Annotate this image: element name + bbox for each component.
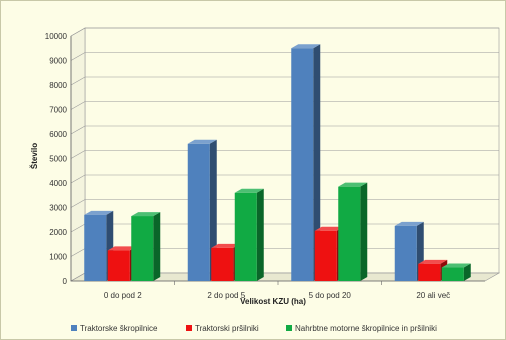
legend-swatch: [71, 325, 77, 331]
y-tick-label: 3000: [49, 204, 67, 213]
x-tick-label: 5 do pod 20: [309, 291, 352, 300]
x-tick-label: 2 do pod 5: [207, 291, 245, 300]
bars: [84, 44, 471, 281]
y-tick-label: 6000: [49, 130, 67, 139]
bar: [441, 263, 471, 281]
y-tick-label: 0: [63, 277, 68, 286]
legend-item: Nahrbtne motorne škropilnice in pršilnik…: [286, 324, 437, 333]
gridline: [70, 174, 499, 184]
y-tick-label: 2000: [49, 228, 67, 237]
legend: Traktorske škropilnice Traktorski pršilni…: [71, 324, 437, 333]
gridline: [70, 27, 499, 37]
bar: [338, 182, 368, 281]
y-tick-label: 7000: [49, 106, 67, 115]
gridline: [70, 101, 499, 110]
legend-item: Traktorske škropilnice: [71, 324, 158, 333]
gridline: [70, 150, 499, 159]
bar: [291, 44, 321, 281]
y-tick-labels: 0 1000 2000 3000 4000 5000 6000 7000 8000 9000 100…: [45, 32, 68, 286]
x-axis-title: Velikost KZU (ha): [240, 297, 306, 306]
legend-swatch: [286, 325, 292, 331]
x-tick-label: 20 ali več: [416, 291, 450, 300]
legend-swatch: [186, 325, 192, 331]
bar: [234, 188, 264, 281]
y-tick-label: 4000: [49, 179, 67, 188]
y-tick-label: 9000: [49, 57, 67, 66]
y-tick-label: 1000: [49, 253, 67, 262]
legend-label: Traktorske škropilnice: [80, 324, 158, 333]
bar: [187, 139, 217, 281]
bar: [131, 212, 161, 281]
y-axis-title: Število: [30, 143, 39, 169]
legend-label: Nahrbtne motorne škropilnice in pršilnik…: [295, 324, 437, 333]
y-tick-label: 10000: [45, 32, 68, 41]
legend-item: Traktorski pršilniki: [186, 324, 259, 333]
legend-label: Traktorski pršilniki: [195, 324, 259, 333]
y-tick-label: 8000: [49, 81, 67, 90]
gridline: [70, 52, 499, 61]
y-tick-label: 5000: [49, 155, 67, 164]
x-tick-label: 0 do pod 2: [104, 291, 142, 300]
x-tick-labels: 0 do pod 2 2 do pod 5 5 do pod 20 20 ali ve…: [104, 291, 450, 300]
gridline: [70, 76, 499, 86]
gridline: [70, 125, 499, 135]
